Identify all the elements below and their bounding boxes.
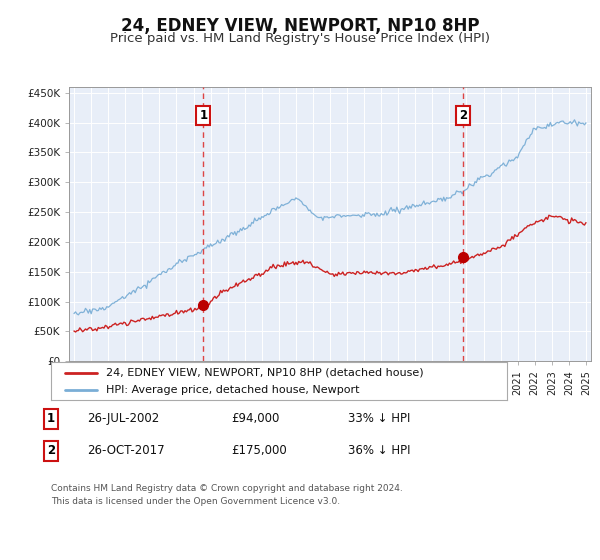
Text: 2: 2	[47, 444, 55, 458]
Text: 36% ↓ HPI: 36% ↓ HPI	[348, 444, 410, 458]
Text: 26-JUL-2002: 26-JUL-2002	[87, 412, 159, 426]
Text: 33% ↓ HPI: 33% ↓ HPI	[348, 412, 410, 426]
Text: £175,000: £175,000	[231, 444, 287, 458]
Text: £94,000: £94,000	[231, 412, 280, 426]
Text: Price paid vs. HM Land Registry's House Price Index (HPI): Price paid vs. HM Land Registry's House …	[110, 32, 490, 45]
Text: 26-OCT-2017: 26-OCT-2017	[87, 444, 164, 458]
Text: HPI: Average price, detached house, Newport: HPI: Average price, detached house, Newp…	[106, 385, 359, 395]
Text: 1: 1	[47, 412, 55, 426]
Text: 1: 1	[199, 109, 208, 122]
Text: Contains HM Land Registry data © Crown copyright and database right 2024.
This d: Contains HM Land Registry data © Crown c…	[51, 484, 403, 506]
Text: 2: 2	[460, 109, 467, 122]
Text: 24, EDNEY VIEW, NEWPORT, NP10 8HP (detached house): 24, EDNEY VIEW, NEWPORT, NP10 8HP (detac…	[106, 368, 424, 378]
Text: 24, EDNEY VIEW, NEWPORT, NP10 8HP: 24, EDNEY VIEW, NEWPORT, NP10 8HP	[121, 17, 479, 35]
